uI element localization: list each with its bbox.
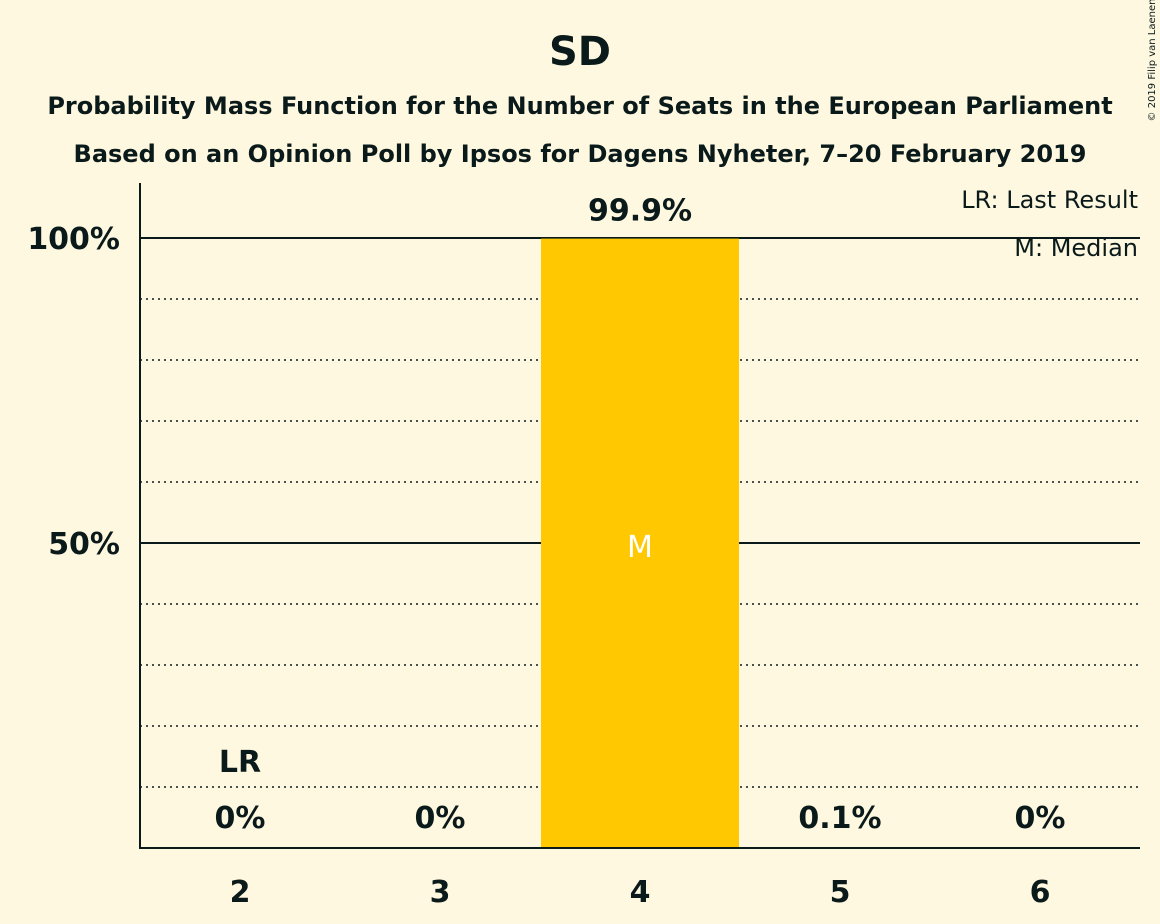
x-tick-label: 4	[630, 875, 651, 910]
bar-4	[541, 238, 739, 849]
y-tick-label: 100%	[27, 222, 120, 257]
x-tick-label: 2	[230, 875, 251, 910]
value-label: 0%	[415, 801, 466, 836]
value-label: 99.9%	[588, 194, 692, 229]
x-tick-label: 6	[1030, 875, 1051, 910]
axes	[139, 183, 1140, 849]
x-tick-label: 5	[830, 875, 851, 910]
legend-median: M: Median	[1014, 234, 1138, 262]
legend-last-result: LR: Last Result	[961, 186, 1138, 214]
value-label: 0.1%	[798, 801, 881, 836]
value-label: 0%	[1015, 801, 1066, 836]
chart-title: SD	[549, 29, 611, 75]
labels: 50% 100% 2 3 4 5 6 0% 0% 99.9% 0.1% 0% LR M	[27, 194, 1065, 910]
chart-subtitle-line-1: Probability Mass Function for the Number…	[47, 92, 1112, 120]
value-label: 0%	[215, 801, 266, 836]
x-tick-label: 3	[430, 875, 451, 910]
chart-subtitle-line-2: Based on an Opinion Poll by Ipsos for Da…	[74, 140, 1087, 168]
last-result-marker: LR	[219, 745, 261, 780]
bars	[541, 238, 939, 849]
copyright-notice: © 2019 Filip van Laenen	[1147, 0, 1158, 121]
median-marker: M	[627, 530, 653, 565]
y-tick-label: 50%	[48, 527, 120, 562]
